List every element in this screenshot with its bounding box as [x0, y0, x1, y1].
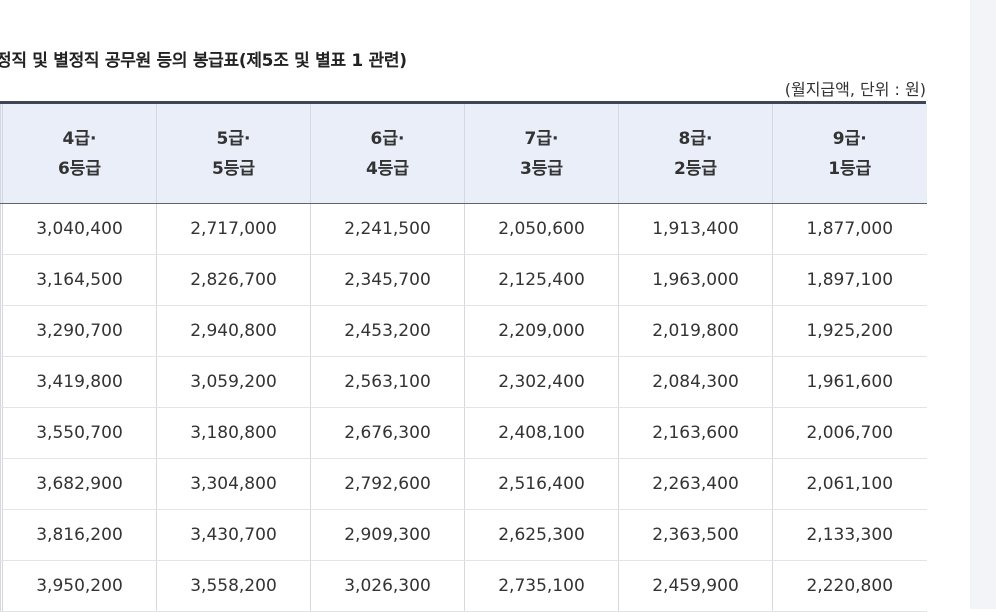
row-label-cell-clipped	[0, 356, 3, 408]
header-row: 4급· 6등급 5급· 5등급 6급· 4등급 7급· 3등급 8급· 2등	[0, 104, 927, 204]
salary-cell: 1,897,100	[772, 254, 927, 306]
salary-cell: 2,826,700	[156, 254, 311, 306]
salary-cell: 2,516,400	[464, 458, 619, 510]
header-cell-grade-9: 9급· 1등급	[772, 104, 927, 204]
salary-cell: 2,625,300	[464, 509, 619, 561]
salary-cell: 2,717,000	[156, 203, 311, 255]
salary-cell: 3,550,700	[2, 407, 157, 459]
header-cell-clipped	[0, 104, 3, 204]
salary-cell: 3,816,200	[2, 509, 157, 561]
salary-cell: 1,961,600	[772, 356, 927, 408]
salary-cell: 2,735,100	[464, 560, 619, 612]
header-grade-label: 9급·	[832, 128, 867, 149]
salary-cell: 2,209,000	[464, 305, 619, 357]
table-row: 3,550,700 3,180,800 2,676,300 2,408,100 …	[0, 407, 927, 459]
row-label-cell-clipped	[0, 203, 3, 255]
salary-cell: 2,453,200	[310, 305, 465, 357]
salary-table: 4급· 6등급 5급· 5등급 6급· 4등급 7급· 3등급 8급· 2등	[0, 104, 927, 612]
salary-cell: 2,363,500	[618, 509, 773, 561]
salary-cell: 1,963,000	[618, 254, 773, 306]
salary-cell: 2,563,100	[310, 356, 465, 408]
salary-cell: 3,682,900	[2, 458, 157, 510]
row-label-cell-clipped	[0, 407, 3, 459]
table-row: 3,682,900 3,304,800 2,792,600 2,516,400 …	[0, 458, 927, 510]
salary-cell: 2,133,300	[772, 509, 927, 561]
header-grade-label: 7급·	[524, 128, 559, 149]
table-row: 3,816,200 3,430,700 2,909,300 2,625,300 …	[0, 509, 927, 561]
salary-cell: 1,877,000	[772, 203, 927, 255]
salary-cell: 3,950,200	[2, 560, 157, 612]
table-header: 4급· 6등급 5급· 5등급 6급· 4등급 7급· 3등급 8급· 2등	[0, 104, 927, 204]
salary-cell: 2,220,800	[772, 560, 927, 612]
header-cell-grade-4: 4급· 6등급	[2, 104, 157, 204]
salary-cell: 2,408,100	[464, 407, 619, 459]
salary-cell: 2,125,400	[464, 254, 619, 306]
salary-cell: 2,050,600	[464, 203, 619, 255]
salary-cell: 1,913,400	[618, 203, 773, 255]
header-rank-label: 5등급	[211, 158, 256, 179]
row-label-cell-clipped	[0, 305, 3, 357]
salary-cell: 1,925,200	[772, 305, 927, 357]
salary-table-container: 4급· 6등급 5급· 5등급 6급· 4등급 7급· 3등급 8급· 2등	[0, 101, 927, 612]
row-label-cell-clipped	[0, 509, 3, 561]
salary-cell: 2,163,600	[618, 407, 773, 459]
row-label-cell-clipped	[0, 254, 3, 306]
header-cell-grade-7: 7급· 3등급	[464, 104, 619, 204]
salary-cell: 2,019,800	[618, 305, 773, 357]
salary-cell: 3,430,700	[156, 509, 311, 561]
header-rank-label: 2등급	[673, 158, 718, 179]
table-row: 3,950,200 3,558,200 3,026,300 2,735,100 …	[0, 560, 927, 612]
page-gutter	[970, 0, 996, 609]
header-grade-label: 8급·	[678, 128, 713, 149]
header-rank-label: 6등급	[57, 158, 102, 179]
header-cell-grade-5: 5급· 5등급	[156, 104, 311, 204]
header-cell-grade-6: 6급· 4등급	[310, 104, 465, 204]
table-row: 3,419,800 3,059,200 2,563,100 2,302,400 …	[0, 356, 927, 408]
table-row: 3,040,400 2,717,000 2,241,500 2,050,600 …	[0, 203, 927, 255]
salary-cell: 2,302,400	[464, 356, 619, 408]
salary-cell: 2,061,100	[772, 458, 927, 510]
salary-cell: 3,164,500	[2, 254, 157, 306]
salary-cell: 3,026,300	[310, 560, 465, 612]
header-cell-grade-8: 8급· 2등급	[618, 104, 773, 204]
header-rank-label: 3등급	[519, 158, 564, 179]
header-grade-label: 6급·	[370, 128, 405, 149]
salary-cell: 2,940,800	[156, 305, 311, 357]
row-label-cell-clipped	[0, 458, 3, 510]
salary-cell: 2,263,400	[618, 458, 773, 510]
salary-cell: 3,304,800	[156, 458, 311, 510]
header-grade-label: 4급·	[62, 128, 97, 149]
salary-cell: 2,241,500	[310, 203, 465, 255]
salary-cell: 2,459,900	[618, 560, 773, 612]
salary-cell: 2,909,300	[310, 509, 465, 561]
table-title: 정직 및 별정직 공무원 등의 봉급표(제5조 및 별표 1 관련)	[0, 51, 407, 71]
table-row: 3,164,500 2,826,700 2,345,700 2,125,400 …	[0, 254, 927, 306]
header-rank-label: 1등급	[828, 158, 872, 179]
header-grade-label: 5급·	[216, 128, 251, 149]
salary-cell: 3,180,800	[156, 407, 311, 459]
salary-cell: 2,084,300	[618, 356, 773, 408]
salary-cell: 3,419,800	[2, 356, 157, 408]
unit-note: (월지급액, 단위 : 원)	[784, 80, 926, 99]
salary-cell: 2,676,300	[310, 407, 465, 459]
table-row: 3,290,700 2,940,800 2,453,200 2,209,000 …	[0, 305, 927, 357]
salary-cell: 2,006,700	[772, 407, 927, 459]
salary-cell: 3,059,200	[156, 356, 311, 408]
table-body: 3,040,400 2,717,000 2,241,500 2,050,600 …	[0, 203, 927, 612]
salary-cell: 2,345,700	[310, 254, 465, 306]
salary-cell: 3,290,700	[2, 305, 157, 357]
salary-cell: 3,558,200	[156, 560, 311, 612]
header-rank-label: 4등급	[365, 158, 410, 179]
salary-cell: 2,792,600	[310, 458, 465, 510]
salary-cell: 3,040,400	[2, 203, 157, 255]
